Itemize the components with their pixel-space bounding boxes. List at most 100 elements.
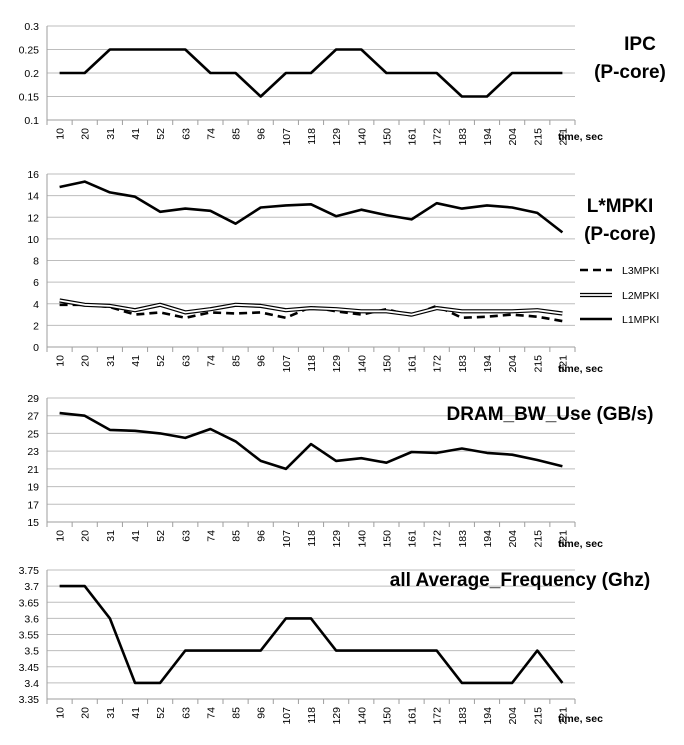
chart1-x-tick-label: 10 — [55, 128, 67, 140]
chart1-x-tick-label: 161 — [407, 128, 419, 146]
chart2-y-tick-label: 6 — [33, 277, 39, 289]
chart4-y-tick-label: 3.75 — [19, 565, 40, 577]
chart2-x-tick-label: 161 — [407, 355, 419, 373]
chart4-x-tick-label: 172 — [432, 707, 444, 725]
chart1-y-tick-label: 0.1 — [24, 115, 39, 127]
chart3-x-tick-label: 52 — [155, 530, 167, 542]
chart3-x-tick-label: 118 — [306, 530, 318, 547]
chart2-y-tick-label: 8 — [33, 256, 39, 268]
chart1-x-tick-label: 172 — [432, 128, 444, 146]
chart4-x-tick-label: 41 — [130, 707, 142, 719]
chart1-x-tick-label: 85 — [231, 128, 243, 140]
chart4-x-tick-label: 10 — [55, 707, 67, 719]
chart3-x-tick-label: 41 — [130, 530, 142, 542]
chart4-series-line — [59, 584, 564, 685]
chart2-title: L*MPKI — [587, 196, 654, 217]
chart3-y-tick-label: 19 — [27, 482, 39, 494]
chart3-x-tick-label: 107 — [281, 530, 293, 548]
chart4-x-tick-label: 85 — [231, 707, 243, 719]
chart4-x-tick-label: 150 — [381, 707, 393, 725]
chart3-y-tick-label: 25 — [27, 428, 39, 440]
chart2-x-tick-label: 215 — [532, 355, 544, 373]
chart1-x-tick-label: 96 — [256, 128, 268, 140]
chart2-x-tick-label: 118 — [306, 355, 318, 372]
chart2-y-tick-label: 2 — [33, 320, 39, 332]
chart2-y-tick-label: 12 — [27, 212, 39, 224]
chart2-legend-l1mpki-label: L1MPKI — [622, 314, 659, 326]
chart1-x-tick-label: 74 — [205, 128, 217, 140]
chart3-x-tick-label: 204 — [507, 530, 519, 548]
chart1-x-tick-label: 107 — [281, 128, 293, 146]
chart4-x-tick-label: 107 — [281, 707, 293, 725]
chart4-x-tick-label: 63 — [180, 707, 192, 719]
chart2-x-tick-label: 204 — [507, 355, 519, 373]
chart2-legend-l2mpki-label: L2MPKI — [622, 290, 659, 302]
chart3-x-tick-label: 183 — [457, 530, 469, 548]
chart4-y-tick-label: 3.65 — [19, 597, 40, 609]
chart2-series-l3mpki — [59, 303, 563, 323]
chart2-x-tick-label: 52 — [155, 355, 167, 367]
chart4-x-tick-label: 96 — [256, 707, 268, 719]
chart2-series-l2mpki — [59, 299, 563, 316]
chart4-y-tick-label: 3.4 — [24, 678, 39, 690]
chart2-x-tick-label: 150 — [381, 355, 393, 373]
chart1-x-tick-label: 118 — [306, 128, 318, 145]
chart2-y-tick-label: 16 — [27, 169, 39, 181]
chart1-x-tick-label: 221 — [557, 128, 569, 146]
chart1-x-tick-label: 204 — [507, 128, 519, 146]
chart4-x-tick-label: 31 — [105, 707, 117, 719]
chart4-x-tick-label: 161 — [407, 707, 419, 725]
chart1-title: IPC — [624, 34, 656, 55]
chart4-y-tick-label: 3.6 — [24, 613, 39, 625]
chart2-series-l1mpki — [59, 180, 564, 234]
chart1-y-tick-label: 0.25 — [19, 45, 40, 57]
chart3-x-tick-label: 172 — [432, 530, 444, 548]
chart4-x-tick-label: 194 — [482, 707, 494, 725]
chart4-x-tick-label: 52 — [155, 707, 167, 719]
chart4-x-tick-label: 140 — [356, 707, 368, 725]
chart1-series-line — [59, 48, 563, 98]
chart3-x-tick-label: 194 — [482, 530, 494, 548]
chart1-y-tick-label: 0.15 — [19, 92, 40, 104]
chart2-y-tick-label: 4 — [33, 299, 39, 311]
chart3-x-tick-label: 96 — [256, 530, 268, 542]
chart3-y-tick-label: 23 — [27, 446, 39, 458]
chart1-x-tick-label: 20 — [80, 128, 92, 140]
chart1-x-tick-label: 194 — [482, 128, 494, 146]
chart3-x-tick-label: 63 — [180, 530, 192, 542]
chart3-x-tick-label: 10 — [55, 530, 67, 542]
chart1-x-tick-label: 63 — [180, 128, 192, 140]
chart3-y-tick-label: 27 — [27, 411, 39, 423]
chart4-y-tick-label: 3.55 — [19, 630, 40, 642]
chart4-x-tick-label: 118 — [306, 707, 318, 724]
chart3-x-tick-label: 31 — [105, 530, 117, 542]
chart4-x-axis-label: time, sec — [558, 713, 603, 725]
chart2-x-tick-label: 41 — [130, 355, 142, 367]
chart2-title: (P-core) — [584, 224, 656, 245]
chart4-x-tick-label: 204 — [507, 707, 519, 725]
chart2-legend-l3mpki-label: L3MPKI — [622, 265, 659, 277]
chart2-x-tick-label: 96 — [256, 355, 268, 367]
chart2-x-tick-label: 10 — [55, 355, 67, 367]
chart3-x-tick-label: 140 — [356, 530, 368, 548]
chart1-x-tick-label: 140 — [356, 128, 368, 146]
chart1-x-tick-label: 129 — [331, 128, 343, 146]
chart2-x-tick-label: 63 — [180, 355, 192, 367]
chart3-x-tick-label: 20 — [80, 530, 92, 542]
chart2-x-tick-label: 172 — [432, 355, 444, 373]
chart3-y-tick-label: 17 — [27, 499, 39, 511]
chart2-x-tick-label: 107 — [281, 355, 293, 373]
chart3-x-tick-label: 85 — [231, 530, 243, 542]
chart3-x-axis-label: time, sec — [558, 538, 603, 550]
chart1-x-tick-label: 31 — [105, 128, 117, 140]
chart3-x-tick-label: 129 — [331, 530, 343, 548]
chart3-x-tick-label: 161 — [407, 530, 419, 548]
chart1-x-tick-label: 52 — [155, 128, 167, 140]
chart4-y-tick-label: 3.35 — [19, 694, 40, 706]
chart1-x-tick-label: 150 — [381, 128, 393, 146]
chart4-x-tick-label: 129 — [331, 707, 343, 725]
chart2-x-tick-label: 74 — [205, 355, 217, 367]
chart4-title: all Average_Frequency (Ghz) — [390, 570, 650, 591]
chart2-y-tick-label: 14 — [27, 191, 39, 203]
chart3-x-tick-label: 150 — [381, 530, 393, 548]
